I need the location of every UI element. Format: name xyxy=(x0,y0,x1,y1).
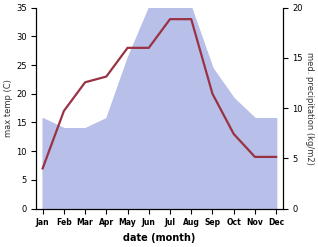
Y-axis label: med. precipitation (kg/m2): med. precipitation (kg/m2) xyxy=(305,52,314,165)
X-axis label: date (month): date (month) xyxy=(123,233,196,243)
Y-axis label: max temp (C): max temp (C) xyxy=(4,79,13,137)
